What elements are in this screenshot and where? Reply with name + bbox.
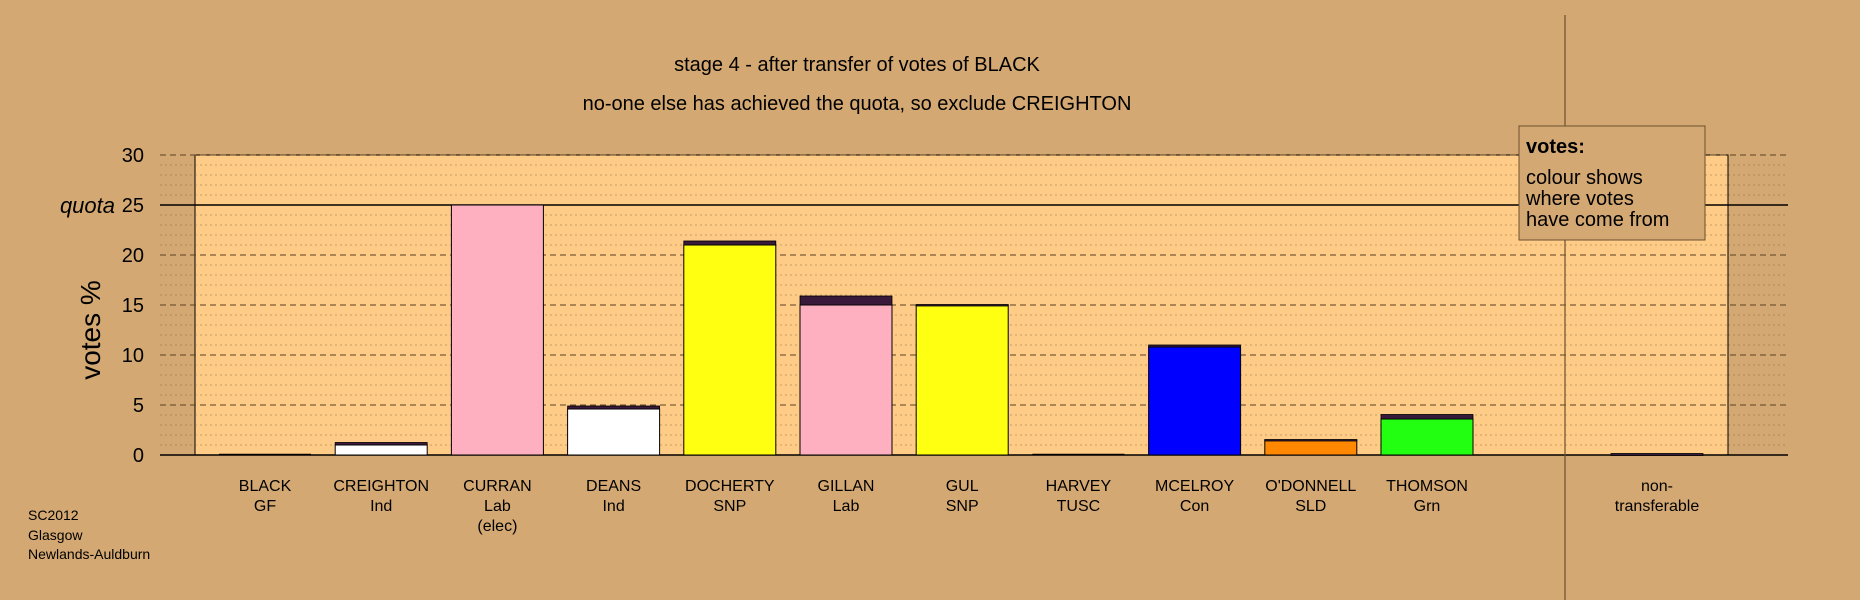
y-tick-label: 10: [122, 345, 144, 367]
x-label-name: DOCHERTY: [685, 478, 775, 495]
bar-gillan: [799, 304, 893, 456]
x-label-name: BLACK: [239, 478, 292, 495]
bar-docherty: [683, 244, 777, 456]
bar-transfer-creighton: [334, 442, 428, 446]
x-label-nontransferable-2: transferable: [1615, 498, 1700, 515]
y-tick-label: 15: [122, 295, 144, 317]
y-tick-label: 5: [133, 395, 144, 417]
x-label-party: Ind: [370, 498, 392, 515]
x-label-name: GILLAN: [818, 478, 875, 495]
legend-line-2: where votes: [1525, 188, 1634, 210]
x-label-party: Lab: [484, 498, 511, 515]
y-tick-label: 30: [122, 145, 144, 167]
x-label-note: (elec): [477, 518, 517, 535]
x-label-party: Lab: [833, 498, 860, 515]
x-label-name: CREIGHTON: [333, 478, 429, 495]
y-tick-label: 0: [133, 445, 144, 467]
x-label-name: CURRAN: [463, 478, 531, 495]
x-label-name: GUL: [946, 478, 979, 495]
bar-creighton: [334, 444, 428, 456]
x-label-name: THOMSON: [1386, 478, 1468, 495]
x-label-party: SNP: [713, 498, 746, 515]
x-label-party: SNP: [946, 498, 979, 515]
legend-box: [1518, 125, 1706, 241]
bar-transfer-docherty: [683, 240, 777, 246]
x-axis-labels: BLACK GF CREIGHTON Ind CURRAN Lab (elec) DEANS I…: [239, 478, 1700, 535]
y-tick-label: 25: [122, 195, 144, 217]
x-label-name: DEANS: [586, 478, 641, 495]
legend-title: votes:: [1526, 136, 1585, 158]
bar-nontransferable: [1610, 453, 1704, 456]
outer-grid: [160, 164, 1788, 446]
bar-mcelroy: [1148, 346, 1242, 456]
bar-thomson: [1380, 418, 1474, 456]
chart-title: stage 4 - after transfer of votes of BLA…: [674, 54, 1040, 76]
bar-transfer-mcelroy: [1148, 344, 1241, 348]
source-line-2: Glasgow: [28, 527, 83, 543]
x-label-party: Con: [1180, 498, 1209, 515]
bar-transfer-odonnell: [1264, 439, 1358, 442]
y-tick-label: 20: [122, 245, 144, 267]
quota-label: quota: [60, 193, 115, 218]
x-label-party: Ind: [602, 498, 624, 515]
legend: votes: colour shows where votes have com…: [1518, 125, 1706, 241]
bar-odonnell: [1264, 439, 1358, 456]
x-label-party: SLD: [1295, 498, 1326, 515]
y-axis-label: votes %: [75, 280, 106, 380]
bar-transfer-deans: [567, 405, 660, 410]
bar-deans: [567, 408, 661, 456]
legend-line-3: have come from: [1526, 209, 1669, 231]
x-label-name: HARVEY: [1046, 478, 1112, 495]
bar-transfer-thomson: [1380, 414, 1474, 420]
x-label-name: O'DONNELL: [1265, 478, 1356, 495]
y-axis-ticks: 0 5 10 15 20 25 30: [122, 145, 144, 467]
bar-transfer-gillan: [799, 295, 893, 306]
legend-line-1: colour shows: [1526, 167, 1643, 189]
chart-subtitle: no-one else has achieved the quota, so e…: [583, 93, 1132, 115]
x-label-party: TUSC: [1057, 498, 1101, 515]
source-line-1: SC2012: [28, 507, 79, 523]
bar-curran: [450, 204, 544, 456]
bars: [219, 204, 1704, 456]
bar-gul: [915, 304, 1009, 456]
x-label-nontransferable-1: non-: [1641, 478, 1673, 495]
x-label-party: GF: [254, 498, 276, 515]
source-line-3: Newlands-Auldburn: [28, 546, 150, 562]
x-label-party: Grn: [1414, 498, 1441, 515]
x-label-name: MCELROY: [1155, 478, 1234, 495]
bar-transfer-gul: [915, 304, 1009, 307]
